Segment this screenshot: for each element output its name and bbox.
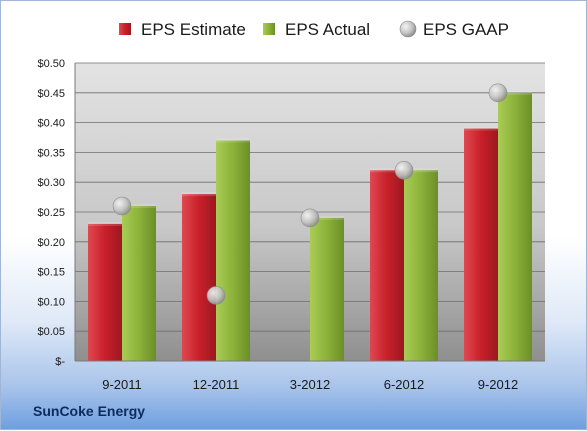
gaap-point bbox=[300, 208, 320, 228]
y-tick-label: $0.45 bbox=[37, 88, 65, 100]
y-tick-label: $0.10 bbox=[37, 296, 65, 308]
legend-swatch bbox=[399, 20, 417, 38]
y-axis: $- $0.05 $0.10 $0.15 $0.20 $0.25 $0.30 $0.35 $0.… bbox=[37, 58, 545, 368]
y-tick-label: $0.20 bbox=[37, 237, 65, 249]
bar-eps-actual bbox=[310, 217, 344, 361]
company-name: SunCoke Energy bbox=[33, 403, 146, 419]
legend-label: EPS Actual bbox=[285, 20, 370, 39]
gaap-point bbox=[394, 160, 414, 180]
bar-top-shade bbox=[498, 90, 532, 95]
gaap-point bbox=[488, 83, 508, 103]
bars bbox=[88, 90, 532, 362]
bar-eps-estimate bbox=[88, 223, 122, 361]
y-tick-label: $0.25 bbox=[37, 207, 65, 219]
bar-top-shade bbox=[182, 192, 216, 197]
gaap-point bbox=[206, 286, 226, 305]
bar-eps-actual bbox=[404, 170, 438, 361]
legend-swatch bbox=[119, 23, 131, 35]
gaap-points bbox=[112, 83, 508, 305]
bar-top-shade bbox=[122, 204, 156, 209]
x-tick-label: 9-2012 bbox=[478, 377, 518, 392]
bar-top-shade bbox=[370, 168, 404, 173]
y-tick-label: $0.35 bbox=[37, 147, 65, 159]
x-tick-label: 6-2012 bbox=[384, 377, 424, 392]
x-tick-label: 3-2012 bbox=[290, 377, 330, 392]
y-tick-label: $0.50 bbox=[37, 58, 65, 70]
x-tick-label: 12-2011 bbox=[193, 377, 240, 392]
bar-eps-estimate bbox=[370, 170, 404, 361]
bar-eps-estimate bbox=[182, 194, 216, 361]
bar-eps-estimate bbox=[464, 128, 498, 361]
y-tick-label: $0.30 bbox=[37, 177, 65, 189]
bar-eps-actual bbox=[216, 140, 250, 361]
bar-top-shade bbox=[464, 126, 498, 131]
y-tick-label: $0.05 bbox=[37, 326, 65, 338]
y-tick-label: $0.40 bbox=[37, 118, 65, 130]
y-tick-label: $0.15 bbox=[37, 267, 65, 279]
bar-top-shade bbox=[310, 215, 344, 220]
x-axis: 9-2011 12-2011 3-2012 6-2012 9-2012 bbox=[102, 377, 518, 392]
legend: EPS Estimate EPS Actual EPS GAAP bbox=[119, 20, 509, 39]
legend-label: EPS Estimate bbox=[141, 20, 246, 39]
x-tick-label: 9-2011 bbox=[102, 377, 142, 392]
bar-top-shade bbox=[404, 168, 438, 173]
legend-label: EPS GAAP bbox=[423, 20, 509, 39]
legend-swatch bbox=[263, 23, 275, 35]
gaap-point bbox=[112, 196, 132, 216]
bar-eps-actual bbox=[498, 92, 532, 362]
y-tick-label: $- bbox=[55, 356, 65, 368]
bar-eps-actual bbox=[122, 206, 156, 361]
bar-top-shade bbox=[88, 221, 122, 226]
bar-top-shade bbox=[216, 138, 250, 143]
